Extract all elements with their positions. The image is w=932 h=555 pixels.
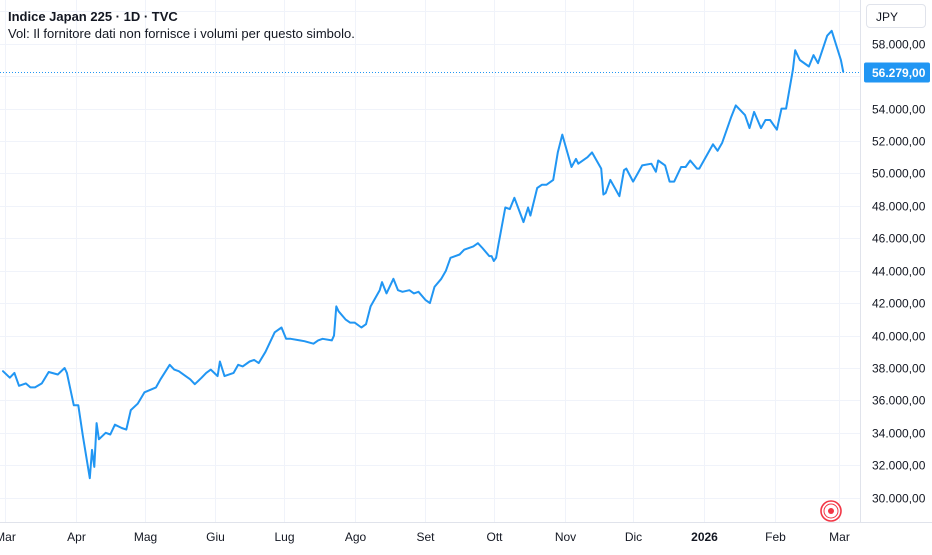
x-tick-label: Giu (206, 530, 225, 544)
y-tick-label: 40.000,00 (872, 330, 926, 344)
y-tick-label: 58.000,00 (872, 38, 926, 52)
alert-icon (820, 500, 842, 522)
y-tick-label: 46.000,00 (872, 232, 926, 246)
y-tick-label: 38.000,00 (872, 362, 926, 376)
chart-legend: Indice Japan 225 · 1D · TVC Vol: Il forn… (8, 9, 355, 43)
x-tick-label: Feb (765, 530, 786, 544)
y-tick-label: 50.000,00 (872, 167, 926, 181)
y-tick-label: 54.000,00 (872, 103, 926, 117)
x-tick-label: Dic (625, 530, 642, 544)
x-tick-label: Apr (67, 530, 86, 544)
series-layer (2, 29, 845, 480)
y-tick-label: 34.000,00 (872, 427, 926, 441)
x-tick-label: Mar (829, 530, 850, 544)
x-tick-label: Mag (134, 530, 157, 544)
y-tick-label: 30.000,00 (872, 492, 926, 506)
y-tick-label: 52.000,00 (872, 135, 926, 149)
alert-button[interactable] (818, 498, 844, 529)
price-axis[interactable]: 30.000,00 32.000,00 34.000,00 36.000,00 38.0… (872, 5, 926, 506)
y-tick-label: 44.000,00 (872, 265, 926, 279)
last-price-label: 56.279,00 (864, 62, 930, 83)
currency-button[interactable]: JPY (866, 4, 926, 28)
x-tick-label: Lug (274, 530, 294, 544)
time-axis[interactable]: Mar Apr Mag Giu Lug Ago Set Ott Nov Dic 2026 Feb Mar (0, 530, 850, 544)
grid-lines (0, 0, 860, 522)
x-tick-label: 2026 (691, 530, 718, 544)
last-price-value: 56.279,00 (872, 66, 926, 80)
x-tick-label: Nov (555, 530, 576, 544)
x-tick-label: Mar (0, 530, 16, 544)
y-tick-label: 42.000,00 (872, 297, 926, 311)
y-tick-label: 36.000,00 (872, 394, 926, 408)
y-tick-label: 48.000,00 (872, 200, 926, 214)
symbol-title[interactable]: Indice Japan 225 · 1D · TVC (8, 9, 178, 24)
x-tick-label: Ott (486, 530, 503, 544)
x-tick-label: Ago (345, 530, 367, 544)
volume-note: Vol: Il fornitore dati non fornisce i vo… (8, 26, 355, 41)
y-tick-label: 32.000,00 (872, 459, 926, 473)
x-tick-label: Set (416, 530, 435, 544)
series-line[interactable] (2, 29, 845, 480)
last-price-label-bg (864, 62, 930, 83)
